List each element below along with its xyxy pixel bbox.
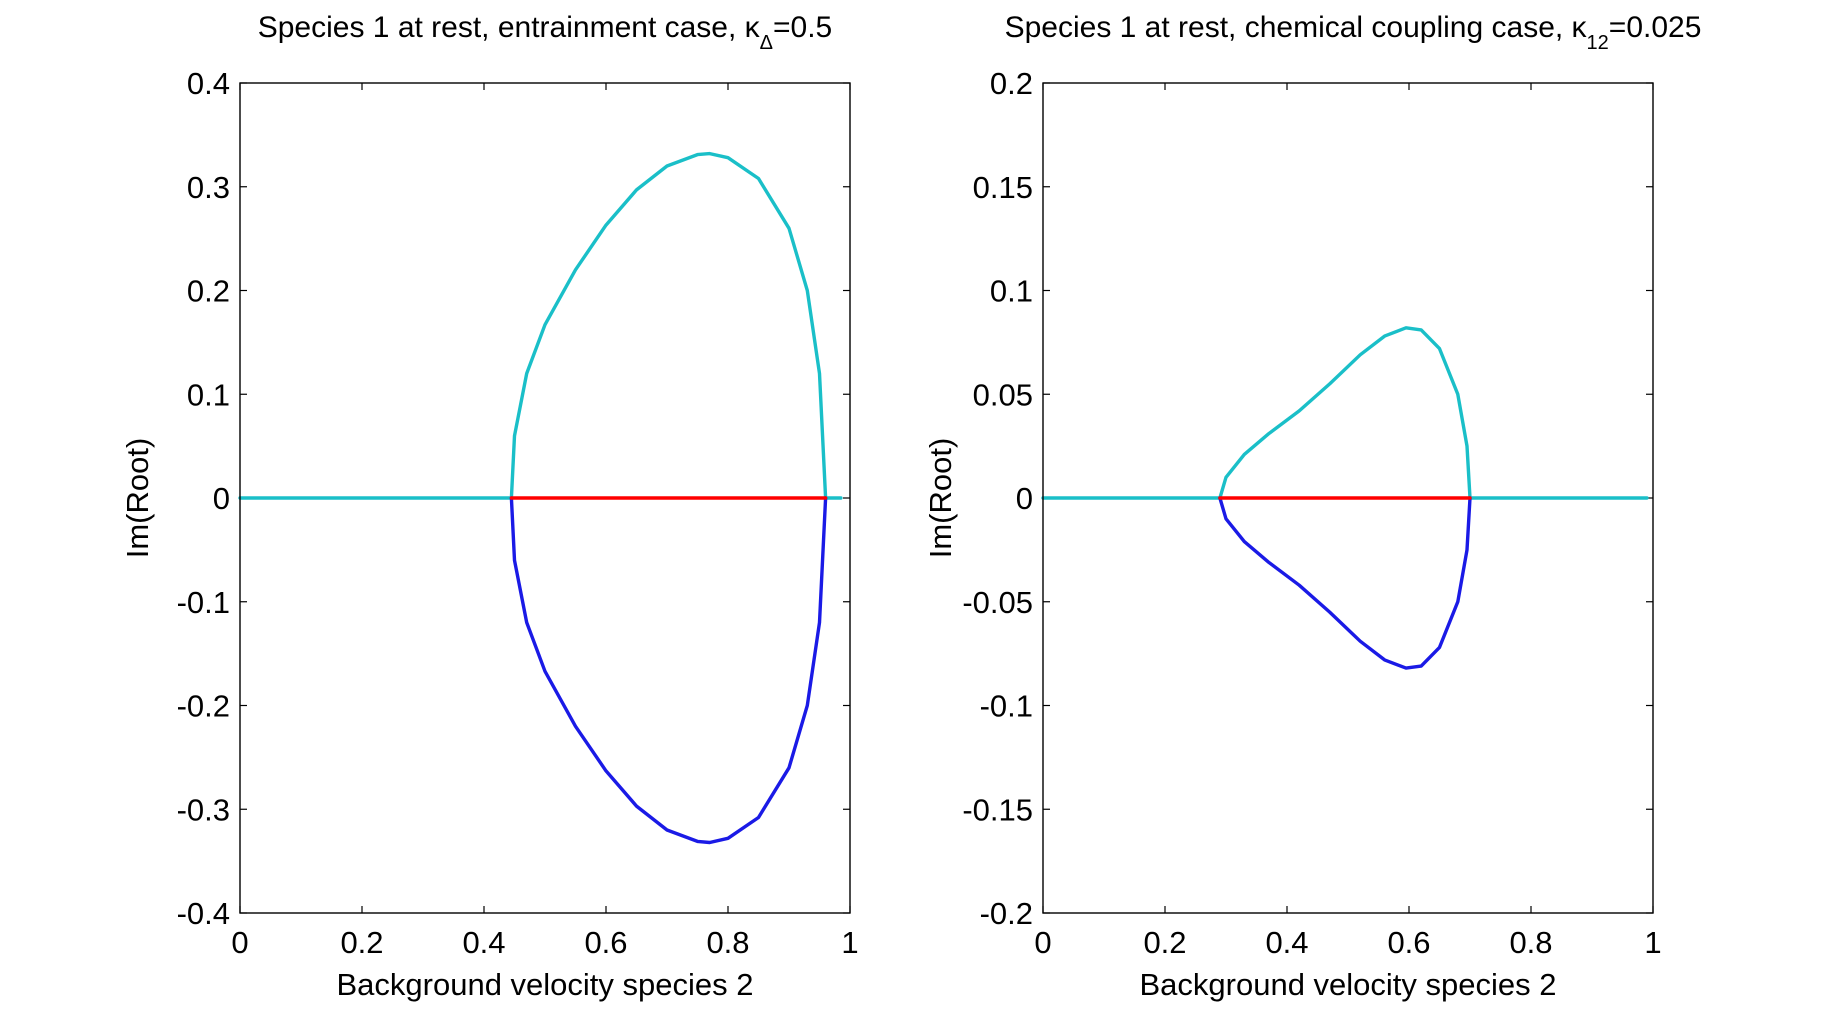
y-tick-label-chemical-coupling: -0.15 — [962, 792, 1033, 827]
y-tick-label-entrainment: 0 — [213, 481, 230, 516]
y-tick-label-chemical-coupling: -0.05 — [962, 585, 1033, 620]
y-tick-label-entrainment: -0.2 — [177, 689, 230, 724]
y-tick-label-chemical-coupling: 0.1 — [990, 274, 1033, 309]
plot-chemical-coupling: Species 1 at rest, chemical coupling cas… — [923, 11, 1701, 1002]
y-tick-label-chemical-coupling: 0.2 — [990, 66, 1033, 101]
x-tick-label-entrainment: 0.4 — [462, 925, 505, 960]
series-group-entrainment — [238, 151, 843, 845]
x-tick-label-entrainment: 0.2 — [340, 925, 383, 960]
x-tick-label-chemical-coupling: 0 — [1034, 925, 1051, 960]
y-tick-label-entrainment: 0.1 — [187, 377, 230, 412]
y-tick-label-chemical-coupling: -0.1 — [980, 689, 1033, 724]
y-axis-label-entrainment: Im(Root) — [120, 438, 155, 559]
y-tick-label-entrainment: -0.3 — [177, 792, 230, 827]
series-line-entrainment-0 — [238, 151, 843, 500]
x-tick-label-chemical-coupling: 0.2 — [1143, 925, 1186, 960]
y-tick-label-chemical-coupling: 0 — [1016, 481, 1033, 516]
plot-entrainment: Species 1 at rest, entrainment case, κΔ=… — [120, 11, 859, 1002]
series-line-chemical-coupling-0 — [1041, 326, 1649, 500]
axis-ticks-chemical-coupling: 0 0.2 0.4 0.6 0.8 1 -0.2 -0.15 -0.1 -0.05 0 0.05 0.1… — [962, 66, 1661, 960]
x-tick-label-chemical-coupling: 1 — [1644, 925, 1661, 960]
y-axis-label-chemical-coupling: Im(Root) — [923, 438, 958, 559]
y-tick-label-entrainment: -0.4 — [177, 896, 230, 931]
y-tick-label-chemical-coupling: 0.05 — [973, 377, 1033, 412]
x-tick-label-entrainment: 0.8 — [706, 925, 749, 960]
x-tick-label-entrainment: 0 — [231, 925, 248, 960]
axis-ticks-entrainment: 0 0.2 0.4 0.6 0.8 1 -0.4 -0.3 -0.2 -0.1 0 0.1 0.2 0.3… — [177, 66, 859, 960]
x-tick-label-entrainment: 0.6 — [584, 925, 627, 960]
x-tick-label-chemical-coupling: 0.6 — [1387, 925, 1430, 960]
axes-box-chemical-coupling — [1042, 82, 1654, 914]
plot-title-entrainment: Species 1 at rest, entrainment case, κΔ=… — [258, 11, 833, 54]
x-tick-label-chemical-coupling: 0.8 — [1509, 925, 1552, 960]
y-tick-label-chemical-coupling: 0.15 — [973, 170, 1033, 205]
y-tick-label-entrainment: 0.2 — [187, 274, 230, 309]
series-line-chemical-coupling-1 — [1218, 496, 1472, 670]
x-axis-label-chemical-coupling: Background velocity species 2 — [1139, 967, 1556, 1002]
series-line-entrainment-1 — [509, 496, 828, 845]
x-tick-label-chemical-coupling: 0.4 — [1265, 925, 1308, 960]
y-tick-label-entrainment: -0.1 — [177, 585, 230, 620]
y-tick-label-entrainment: 0.3 — [187, 170, 230, 205]
axes-box-entrainment — [239, 82, 851, 914]
x-axis-label-entrainment: Background velocity species 2 — [336, 967, 753, 1002]
x-tick-label-entrainment: 1 — [841, 925, 858, 960]
series-group-chemical-coupling — [1041, 326, 1649, 670]
plot-title-chemical-coupling: Species 1 at rest, chemical coupling cas… — [1005, 11, 1702, 54]
y-tick-label-chemical-coupling: -0.2 — [980, 896, 1033, 931]
y-tick-label-entrainment: 0.4 — [187, 66, 230, 101]
